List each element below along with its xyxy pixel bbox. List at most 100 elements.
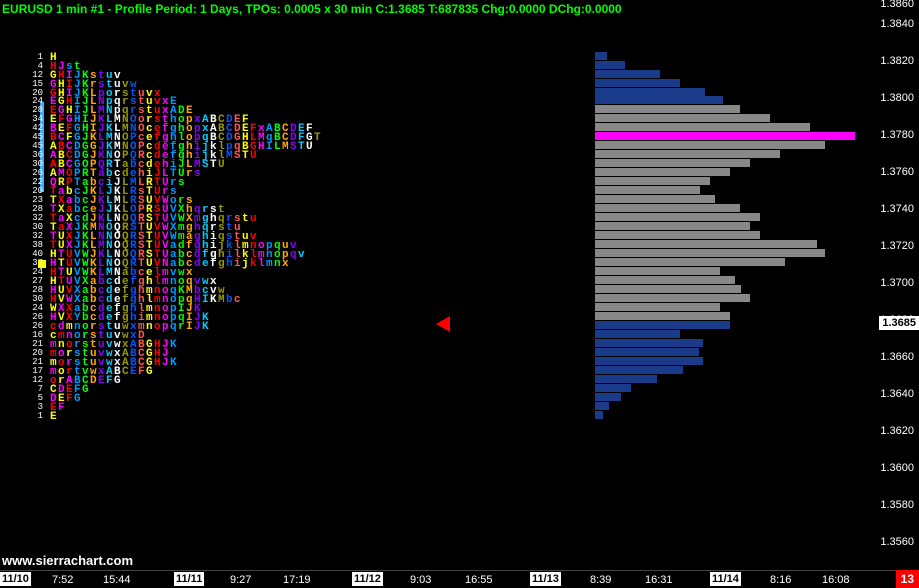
volume-bar [595, 195, 715, 203]
x-axis-time: 9:03 [410, 574, 431, 586]
tpo-row: ABCGOPQRTabcdehiJLMSTU [50, 159, 226, 168]
tpo-row: HVXYbcdefghimnopqIJK [50, 312, 210, 321]
volume-bar [595, 375, 657, 383]
volume-bar [595, 186, 700, 194]
volume-bar [595, 222, 750, 230]
volume-bar [595, 285, 741, 293]
current-price-arrow [436, 316, 450, 332]
tpo-row: WXXabcdefghlmnopIJK [50, 303, 202, 312]
tpo-row: ABCDGJKNOPQRcdefghijklMSTU [50, 150, 258, 159]
volume-profile-area[interactable] [595, 20, 855, 550]
y-axis-label: 1.3860 [880, 0, 914, 10]
volume-bar [595, 105, 740, 113]
tpo-row: HTUVWJKLNOQRSTUabcdfghilklmnopqv [50, 249, 306, 258]
tpo-row: DEFG [50, 393, 82, 402]
y-axis-label: 1.3620 [880, 425, 914, 437]
volume-bar [595, 79, 680, 87]
tpo-row: HJst [50, 61, 82, 70]
tpo-row: mnorstuvwxABGHJK [50, 339, 178, 348]
volume-bar [595, 240, 817, 248]
tpo-profile-area[interactable]: HHJstGHIJKstuvGHIJKrstuvwGHIJKLporstuvxE… [5, 20, 595, 550]
y-axis-label: 1.3840 [880, 18, 914, 30]
tpo-row: TabcJKLJKLRsTUrs [50, 186, 178, 195]
volume-bar [595, 177, 710, 185]
volume-bar [595, 321, 730, 329]
tpo-row: BCFGJKLMNOPcefghlopqBCDGHLMqBCDFGT [50, 132, 322, 141]
volume-bar [595, 114, 770, 122]
tpo-row: CDEFG [50, 384, 90, 393]
volume-bar [595, 249, 825, 257]
x-axis-time: 16:55 [465, 574, 493, 586]
volume-bar [595, 52, 607, 60]
tpo-row: cmnorstuvwxD [50, 330, 146, 339]
volume-bar [595, 339, 703, 347]
volume-bar [595, 348, 699, 356]
volume-bar [595, 393, 621, 401]
y-axis-label: 1.3760 [880, 166, 914, 178]
y-axis-label: 1.3560 [880, 536, 914, 548]
volume-bar [595, 231, 760, 239]
volume-bar [595, 258, 785, 266]
chart-header: EURUSD 1 min #1 - Profile Period: 1 Days… [2, 2, 622, 16]
tpo-row: AMOPRTabcdehiJLTUrs [50, 168, 202, 177]
x-axis-time: 9:27 [230, 574, 251, 586]
x-axis-time: 16:08 [822, 574, 850, 586]
tpo-row: TUXJKLNNOQRSTUVWmaghiqstuv [50, 231, 258, 240]
tpo-row: mortvwxABCEFG [50, 366, 154, 375]
tpo-row: EFGHIJKLMNOorsthopxABCDEF [50, 114, 250, 123]
tpo-row: morstuvwxABCGHJK [50, 357, 178, 366]
y-axis-label: 1.3740 [880, 203, 914, 215]
x-axis-date: 11/12 [352, 572, 383, 586]
volume-bar [595, 303, 720, 311]
volume-bar [595, 357, 703, 365]
volume-bar [595, 384, 631, 392]
volume-bar [595, 61, 625, 69]
tpo-row: cdmnorstuwxmnopqrIJK [50, 321, 210, 330]
tpo-row: TUXJKLMNOQRSTUVadfghijklmnopquv [50, 240, 298, 249]
tpo-row: ABCDGGJKMNOPcdefghijklpqBGHILMSTU [50, 141, 314, 150]
x-axis-time: 16:31 [645, 574, 673, 586]
x-axis-time: 15:44 [103, 574, 131, 586]
volume-bar [595, 294, 750, 302]
y-axis-label: 1.3660 [880, 351, 914, 363]
tpo-row: HTUVWKLNOQRTUVNabcdefghijklmnx [50, 258, 290, 267]
tpo-row: H [50, 52, 58, 61]
volume-bar [595, 96, 723, 104]
volume-bar [595, 168, 730, 176]
tpo-row: morstuvwxABCGHJ [50, 348, 170, 357]
y-axis-label: 1.3700 [880, 277, 914, 289]
tpo-row: E [50, 411, 58, 420]
volume-bar [595, 132, 855, 140]
x-axis-time: 7:52 [52, 574, 73, 586]
x-axis-date: 11/10 [0, 572, 31, 586]
y-axis-label: 1.3640 [880, 388, 914, 400]
tpo-row: TaXJKMNOQRSTUVWXmghqrstu [50, 222, 242, 231]
volume-bar [595, 213, 760, 221]
tpo-row: TXabcJKLMLRSUVWors [50, 195, 194, 204]
volume-bar [595, 312, 730, 320]
current-price-label: 1.3685 [879, 316, 919, 330]
tpo-row: EGHIJLMNpqrstuxADE [50, 105, 194, 114]
y-axis-label: 1.3600 [880, 462, 914, 474]
volume-bar [595, 150, 780, 158]
price-axis: 1.38601.38401.38201.38001.37801.37601.37… [859, 0, 919, 555]
x-axis-date: 11/14 [710, 572, 741, 586]
volume-bar [595, 141, 825, 149]
volume-bar [595, 276, 735, 284]
volume-bar [595, 123, 810, 131]
tpo-row: BEFGHIJKLMNOcefghopxABCDEFxABCDEF [50, 123, 314, 132]
y-axis-label: 1.3720 [880, 240, 914, 252]
tpo-row: TaXcdJKLNOQRSTUVWXmghqrstu [50, 213, 258, 222]
volume-bar [595, 366, 683, 374]
volume-bar [595, 88, 705, 96]
bar-counter: 13 [896, 570, 919, 588]
volume-bar [595, 204, 740, 212]
time-axis: 11/10 7:52 15:44 11/11 9:27 17:19 11/12 9:03 16:… [0, 570, 919, 588]
volume-bar [595, 267, 720, 275]
tpo-row: HVWXabcdefghlmnopqHIKMbc [50, 294, 242, 303]
x-axis-date: 11/11 [174, 572, 204, 586]
tpo-row: TXabceJJKLOPRSUVXhqrst [50, 204, 226, 213]
volume-bar [595, 330, 680, 338]
x-axis-time: 17:19 [283, 574, 311, 586]
tpo-row: QRPTabciJLMLRTUrs [50, 177, 186, 186]
